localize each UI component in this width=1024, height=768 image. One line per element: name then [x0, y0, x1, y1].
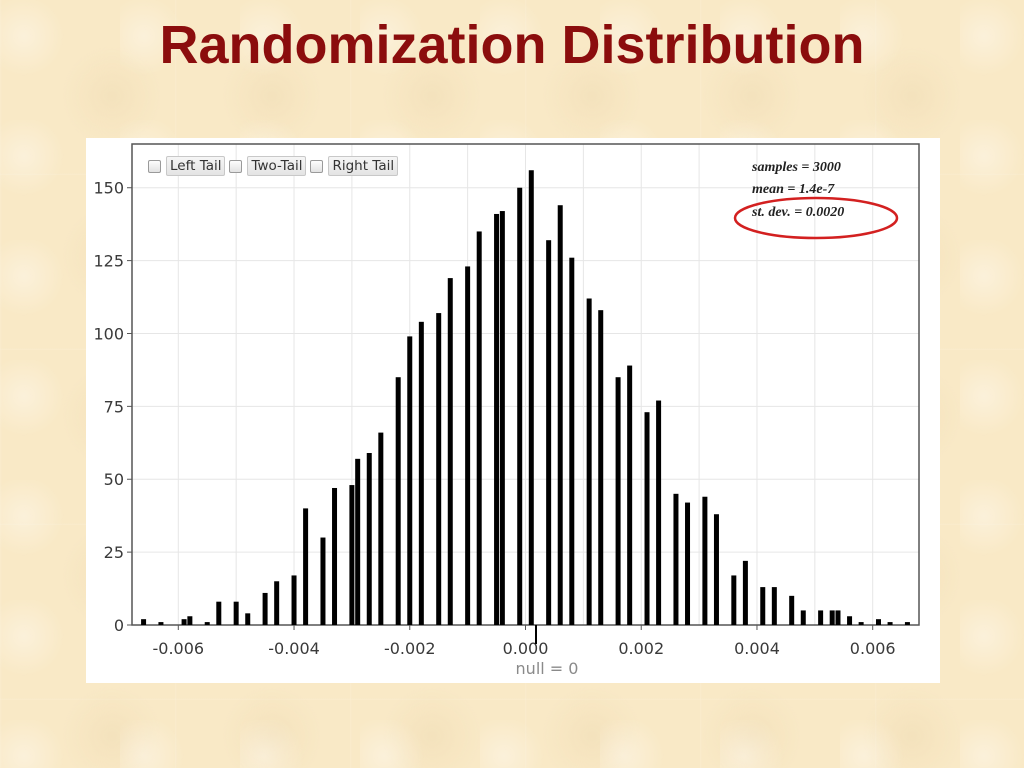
histogram-bar	[204, 622, 210, 625]
histogram-bar	[771, 587, 777, 625]
histogram-bar	[245, 613, 251, 625]
histogram-bar	[615, 377, 621, 625]
histogram-bar	[800, 610, 806, 625]
histogram-bar	[447, 278, 453, 625]
left-tail-button[interactable]: Left Tail	[166, 156, 226, 176]
histogram-bar	[644, 412, 650, 625]
histogram-bar	[332, 487, 338, 625]
histogram-bar	[233, 601, 239, 625]
histogram-bar	[476, 231, 482, 626]
histogram-bar	[528, 170, 534, 625]
histogram-bar	[847, 616, 853, 625]
histogram-bar	[349, 485, 355, 625]
y-tick-label: 50	[104, 470, 124, 489]
histogram-bar	[187, 616, 193, 625]
histogram-bars	[141, 170, 910, 626]
histogram-bar	[731, 575, 737, 625]
histogram-bar	[158, 622, 164, 625]
histogram-bar	[320, 537, 326, 625]
histogram-bar	[355, 458, 361, 625]
stats-mean: mean = 1.4e-7	[752, 182, 835, 197]
histogram-bar	[407, 336, 413, 625]
histogram-bar	[713, 514, 719, 625]
histogram-bar	[494, 213, 500, 626]
x-tick-label: 0.004	[734, 639, 780, 658]
histogram-bar	[887, 622, 893, 625]
left-tail-checkbox[interactable]	[148, 159, 161, 173]
slide-title: Randomization Distribution	[159, 15, 865, 75]
histogram-bar	[395, 377, 401, 625]
histogram-bar	[656, 400, 662, 625]
y-tick-label: 100	[93, 324, 124, 343]
two-tail-checkbox[interactable]	[229, 159, 243, 173]
histogram-bar	[141, 619, 147, 625]
left-tail-option: Left Tail	[148, 156, 226, 176]
y-tick-label: 25	[104, 543, 124, 562]
histogram-bar	[303, 508, 309, 625]
histogram-bar	[835, 610, 841, 625]
histogram-bar	[789, 595, 795, 625]
histogram-bar	[875, 619, 881, 625]
sd-highlight-circle	[733, 196, 899, 240]
null-label: null = 0	[516, 659, 579, 678]
y-tick-label: 0	[114, 616, 124, 635]
histogram-bar	[436, 313, 442, 625]
histogram-bar	[586, 298, 592, 625]
right-tail-checkbox[interactable]	[310, 159, 324, 173]
histogram-bar	[702, 496, 708, 625]
histogram-bar	[517, 187, 523, 625]
two-tail-button[interactable]: Two-Tail	[247, 156, 307, 176]
histogram-bar	[858, 622, 864, 625]
histogram-bar	[627, 365, 633, 625]
y-tick-label: 75	[104, 397, 124, 416]
histogram-bar	[216, 601, 222, 625]
x-tick-label: 0.006	[850, 639, 896, 658]
histogram-bar	[673, 493, 679, 625]
y-tick-label: 125	[93, 252, 124, 271]
stats-samples: samples = 3000	[751, 160, 841, 175]
histogram-bar	[557, 205, 563, 625]
histogram-bar	[904, 622, 910, 625]
y-tick-label: 150	[93, 179, 124, 198]
histogram-bar	[818, 610, 824, 625]
histogram-bar	[499, 211, 505, 625]
histogram-bar	[546, 240, 552, 625]
two-tail-option: Two-Tail	[229, 156, 307, 176]
histogram-bar	[598, 310, 604, 625]
histogram-bar	[569, 257, 575, 625]
histogram-bar	[181, 619, 187, 625]
histogram-bar	[465, 266, 471, 625]
x-tick-label: -0.004	[268, 639, 320, 658]
histogram-bar	[366, 453, 372, 625]
histogram-bar	[291, 575, 297, 625]
histogram-bar	[760, 587, 766, 625]
stats-sd: st. dev. = 0.0020	[751, 205, 844, 220]
tail-controls: Left Tail Two-Tail Right Tail	[148, 156, 402, 176]
histogram-bar	[742, 560, 748, 625]
histogram-bar	[685, 502, 691, 625]
right-tail-button[interactable]: Right Tail	[328, 156, 399, 176]
histogram-bar	[418, 321, 424, 625]
axes	[127, 143, 920, 630]
x-tick-label: 0.000	[503, 639, 549, 658]
histogram-bar	[274, 581, 280, 625]
x-tick-label: -0.002	[384, 639, 436, 658]
right-tail-option: Right Tail	[310, 156, 399, 176]
histogram-bar	[378, 432, 384, 625]
x-tick-label: 0.002	[618, 639, 664, 658]
x-tick-label: -0.006	[153, 639, 205, 658]
chart-panel: 0 25 50 75 100 125 150 -0.006 -0.004 -0.002 0.000 0…	[86, 138, 940, 683]
randomization-histogram: 0 25 50 75 100 125 150 -0.006 -0.004 -0.002 0.000 0…	[93, 143, 920, 678]
histogram-bar	[829, 610, 835, 625]
histogram-bar	[262, 592, 268, 625]
